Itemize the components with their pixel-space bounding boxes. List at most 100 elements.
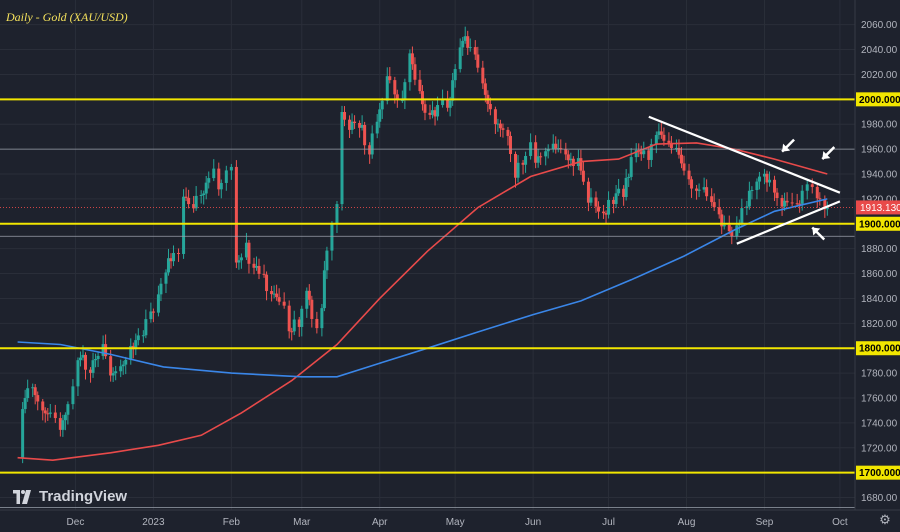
candle-body	[134, 340, 138, 350]
candle-body	[755, 181, 759, 190]
candle-body	[571, 158, 575, 166]
candle-body	[662, 134, 666, 141]
candle-body	[488, 103, 492, 110]
y-tick-label: 1960.00	[861, 145, 898, 156]
y-tick-label: 1880.00	[861, 244, 898, 255]
candle-body	[395, 94, 399, 101]
candle-body	[184, 196, 188, 198]
candle-body	[368, 145, 372, 155]
candle-body	[642, 150, 646, 155]
candle-body	[151, 311, 155, 313]
candle-body	[43, 410, 47, 414]
arrow-head	[812, 227, 821, 236]
candle-body	[330, 223, 334, 251]
candle-body	[730, 231, 734, 237]
y-tick-label: 1940.00	[861, 170, 898, 181]
candle-body	[476, 54, 480, 68]
candle-body	[612, 199, 616, 204]
candle-body	[717, 207, 721, 215]
x-tick-label: Sep	[756, 517, 774, 528]
candle-body	[516, 162, 520, 178]
candle-body	[566, 154, 570, 161]
candle-body	[458, 47, 462, 70]
candle-body	[521, 162, 525, 165]
x-tick-label: Dec	[67, 517, 85, 528]
candle-body	[431, 110, 435, 115]
trendline-2	[736, 200, 841, 245]
candle-body	[524, 155, 528, 165]
candle-body	[315, 318, 319, 329]
candle-body	[26, 388, 30, 399]
candle-body	[111, 373, 115, 376]
level-label-box	[856, 465, 900, 480]
candle-body	[204, 182, 208, 194]
candle-body	[780, 198, 784, 207]
candle-body	[687, 170, 691, 180]
tradingview-logo[interactable]: TradingView	[10, 488, 127, 505]
candle-body	[234, 166, 238, 263]
candle-body	[659, 131, 663, 135]
candle-body	[757, 176, 761, 182]
candle-body	[762, 173, 766, 177]
candle-body	[239, 257, 243, 261]
candle-body	[212, 168, 216, 179]
y-tick-label: 1860.00	[861, 269, 898, 280]
candle-body	[169, 258, 173, 262]
candle-body	[207, 178, 211, 183]
candle-body	[710, 196, 714, 203]
candle-body	[604, 213, 608, 215]
candle-body	[282, 301, 286, 306]
candle-body	[388, 76, 392, 81]
candle-body	[76, 360, 80, 387]
candle-body	[94, 359, 98, 361]
candle-body	[556, 148, 560, 150]
candle-body	[428, 112, 432, 115]
y-tick-label: 1780.00	[861, 369, 898, 380]
candle-body	[363, 124, 367, 146]
x-tick-label: Oct	[832, 517, 848, 528]
candle-body	[647, 150, 651, 160]
y-tick-label: 1840.00	[861, 294, 898, 305]
candle-body	[129, 345, 133, 360]
candle-body	[375, 121, 379, 134]
candle-body	[750, 189, 754, 191]
candle-body	[810, 184, 814, 187]
candle-body	[124, 359, 128, 365]
candle-body	[481, 67, 485, 84]
candle-body	[420, 91, 424, 105]
candle-body	[36, 395, 40, 402]
candle-body	[307, 290, 311, 300]
candle-body	[581, 170, 585, 182]
candle-body	[622, 188, 626, 197]
level-label-2000: 2000.000	[859, 95, 900, 106]
trendline-1	[648, 115, 841, 194]
candle-body	[461, 40, 465, 48]
candle-body	[247, 242, 251, 264]
x-tick-label: 2023	[142, 517, 165, 528]
candle-body	[91, 360, 95, 373]
candle-body	[508, 135, 512, 155]
candle-body	[722, 224, 726, 227]
candle-body	[149, 311, 153, 320]
candle-body	[607, 199, 611, 215]
candle-body	[262, 273, 266, 275]
candle-body	[403, 82, 407, 101]
y-tick-label: 2060.00	[861, 20, 898, 31]
candle-body	[177, 252, 181, 254]
candle-body	[217, 168, 221, 190]
price-axis-background	[855, 0, 900, 532]
candle-body	[539, 156, 543, 158]
candle-body	[63, 414, 67, 421]
candle-body	[21, 409, 25, 458]
candle-body	[441, 99, 445, 106]
candle-body	[536, 156, 540, 163]
candle-body	[343, 112, 347, 120]
candle-body	[104, 344, 108, 357]
settings-icon[interactable]: ⚙	[879, 512, 891, 527]
candle-body	[96, 355, 100, 360]
candle-body	[172, 252, 176, 262]
candle-body	[569, 158, 573, 161]
candle-body	[436, 105, 440, 117]
candle-body	[501, 128, 505, 130]
